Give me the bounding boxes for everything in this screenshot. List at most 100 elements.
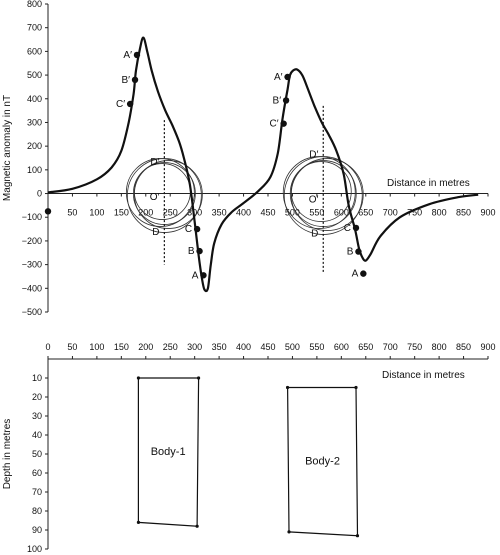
point-label: B — [188, 246, 195, 257]
x-tick-label: 450 — [260, 208, 275, 218]
depth-axis-label: Depth in metres — [2, 419, 13, 490]
circle-label: D′ — [309, 150, 318, 161]
x-tick-label: 50 — [67, 208, 77, 218]
distance-tick-labels: 0 50 100 150 200 250 300 350 400 450 500 550 600 650 7… — [45, 342, 496, 359]
bodies: Body-1 Body-2 — [136, 376, 360, 538]
point-label: A — [192, 270, 199, 281]
body-label: Body-1 — [151, 446, 186, 458]
circle-labels: D′ O′ D D′ O′ D — [150, 150, 319, 240]
anomaly-point — [131, 76, 139, 84]
source-circle — [290, 161, 352, 222]
x-tick-label: 350 — [212, 342, 227, 352]
anomaly-point — [193, 225, 201, 233]
y-tick-label: −100 — [22, 212, 42, 222]
y-tick-label: 30 — [32, 411, 42, 421]
y-tick-label: 700 — [27, 23, 42, 33]
circle-label: D — [311, 229, 318, 240]
depth-tick-labels: 10 20 30 40 50 60 70 80 90 100 — [27, 373, 48, 554]
body-label: Body-2 — [305, 456, 340, 468]
y-tick-label: 40 — [32, 430, 42, 440]
x-tick-label: 850 — [456, 208, 471, 218]
point-label: C — [185, 224, 192, 235]
y-tick-label: −500 — [22, 307, 42, 317]
x-tick-label: 350 — [212, 208, 227, 218]
point-label: C — [344, 223, 351, 234]
x-tick-label: 100 — [89, 342, 104, 352]
source-circle — [125, 158, 195, 227]
x-tick-label: 600 — [334, 208, 349, 218]
source-circle — [282, 156, 356, 229]
y-tick-label: 200 — [27, 141, 42, 151]
body-corner — [136, 520, 141, 525]
x-tick-label: 550 — [309, 208, 324, 218]
anomaly-point — [352, 224, 360, 232]
body-corner — [355, 534, 360, 538]
x-tick-label: 500 — [285, 208, 300, 218]
x-tick-label: 550 — [309, 342, 324, 352]
y-tick-label: 90 — [32, 525, 42, 535]
x-tick-label: 0 — [45, 342, 50, 352]
point-label: B′ — [273, 95, 282, 106]
y-tick-label: 70 — [32, 487, 42, 497]
x-tick-label: 50 — [67, 342, 77, 352]
y-tick-label: 100 — [27, 165, 42, 175]
x-tick-label: 400 — [236, 342, 251, 352]
anomaly-point — [200, 272, 207, 279]
x-tick-label: 300 — [187, 208, 202, 218]
body-corner — [195, 524, 199, 528]
x-tick-label: 200 — [138, 208, 153, 218]
distance-axis-label: Distance in metres — [382, 370, 465, 381]
body-corner — [354, 385, 358, 390]
circle-label: D — [152, 227, 159, 238]
circle-label: O′ — [150, 192, 160, 203]
point-label: C′ — [270, 119, 279, 130]
x-tick-label: 650 — [358, 208, 373, 218]
point-label: C′ — [116, 99, 125, 110]
anomaly-point — [282, 97, 290, 104]
y-tick-label: 400 — [27, 94, 42, 104]
anomaly-point — [284, 73, 291, 81]
x-tick-label: 300 — [187, 342, 202, 352]
x-tick-label: 450 — [260, 342, 275, 352]
anomaly-point — [44, 208, 52, 215]
circle-label: D′ — [150, 157, 159, 168]
x-tick-label: 250 — [163, 342, 178, 352]
y-tick-label: 20 — [32, 392, 42, 402]
body-corner — [287, 530, 291, 534]
x-tick-label: 900 — [480, 342, 495, 352]
y-tick-label: −200 — [22, 236, 42, 246]
y-tick-label: 0 — [37, 189, 42, 199]
x-tick-label: 150 — [114, 208, 129, 218]
y-axis-label: Magnetic anomaly in nT — [2, 95, 13, 201]
y-tick-label: 60 — [32, 468, 42, 478]
x-tick-label: 900 — [480, 208, 495, 218]
x-tick-label: 700 — [383, 342, 398, 352]
x-tick-label: 750 — [407, 208, 422, 218]
y-tick-label: 100 — [27, 544, 42, 554]
y-tick-label: −300 — [22, 260, 42, 270]
x-tick-labels: 50 100 150 200 250 300 350 400 450 500 550 600 650 70… — [67, 193, 496, 218]
anomaly-point — [355, 248, 362, 255]
y-tick-label: −400 — [22, 283, 42, 293]
y-tick-label: 300 — [27, 117, 42, 127]
anomaly-point — [280, 120, 287, 127]
anomaly-point — [196, 247, 203, 255]
circle-label: O′ — [309, 194, 319, 205]
y-tick-label: 500 — [27, 70, 42, 80]
depth-section-chart: 10 20 30 40 50 60 70 80 90 100 0 50 100 150 200 250 300… — [2, 342, 496, 554]
x-axis-label: Distance in metres — [387, 178, 470, 189]
body-corner — [285, 385, 290, 390]
x-tick-label: 800 — [432, 342, 447, 352]
x-tick-label: 850 — [456, 342, 471, 352]
y-tick-label: 10 — [32, 373, 42, 383]
body-corner — [196, 376, 201, 380]
anomaly-point — [126, 100, 134, 108]
magnetic-anomaly-chart: 800 700 600 500 400 300 200 100 0 −100 −200 −300 −40… — [2, 0, 496, 317]
anomaly-point — [133, 51, 141, 59]
y-tick-label: 800 — [27, 0, 42, 9]
point-label: B′ — [121, 75, 130, 86]
source-circles — [125, 156, 364, 235]
x-tick-label: 400 — [236, 208, 251, 218]
x-tick-label: 650 — [358, 342, 373, 352]
